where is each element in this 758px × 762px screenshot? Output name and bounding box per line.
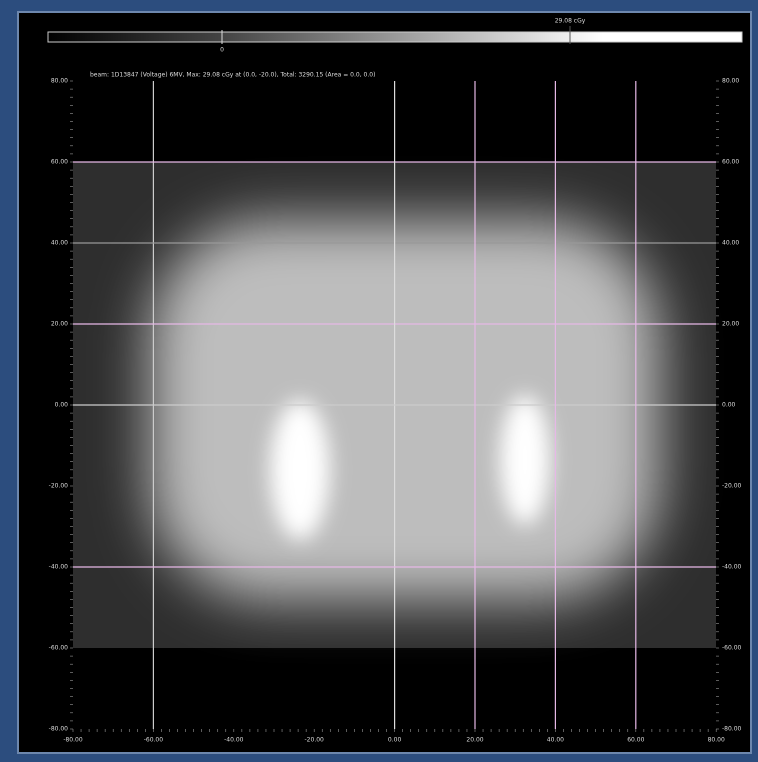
y-label-left: 0.00 [55, 402, 69, 409]
y-label-right: 20.00 [722, 321, 739, 328]
grid [70, 80, 719, 732]
y-label-right: -40.00 [722, 564, 742, 571]
colorbar-min-label: 0 [220, 47, 224, 54]
dose-region [150, 220, 660, 600]
x-label: 60.00 [627, 737, 644, 744]
y-label-left: -40.00 [49, 564, 69, 571]
x-label: -80.00 [63, 737, 83, 744]
colorbar [47, 31, 743, 43]
y-label-right: 80.00 [722, 78, 739, 85]
y-label-left: 80.00 [51, 78, 68, 85]
y-label-right: 60.00 [722, 159, 739, 166]
y-label-left: -80.00 [49, 726, 69, 733]
y-label-left: 20.00 [51, 321, 68, 328]
x-label: 40.00 [547, 737, 564, 744]
colorbar-max-label: 29.08 cGy [555, 18, 586, 25]
x-label: 80.00 [708, 737, 725, 744]
y-label-left: -60.00 [49, 645, 69, 652]
header-text: beam: 1D13847 (Voltage) 6MV, Max: 29.08 … [90, 72, 375, 79]
y-label-right: -20.00 [722, 483, 742, 490]
x-label: -20.00 [305, 737, 325, 744]
y-label-right: -60.00 [722, 645, 742, 652]
y-label-left: -20.00 [49, 483, 69, 490]
x-label: 20.00 [466, 737, 483, 744]
axis-labels: 80.00 80.00 -80.00 60.00 60.00 -60.00 40.00 40.… [49, 78, 742, 744]
hot-spot [270, 400, 330, 540]
y-label-left: 60.00 [51, 159, 68, 166]
y-label-right: 0.00 [722, 402, 736, 409]
y-label-left: 40.00 [51, 240, 68, 247]
x-label: -40.00 [224, 737, 244, 744]
x-label: 0.00 [388, 737, 402, 744]
x-label: -60.00 [144, 737, 164, 744]
y-label-right: -80.00 [722, 726, 742, 733]
y-label-right: 40.00 [722, 240, 739, 247]
hot-spot [500, 395, 550, 525]
